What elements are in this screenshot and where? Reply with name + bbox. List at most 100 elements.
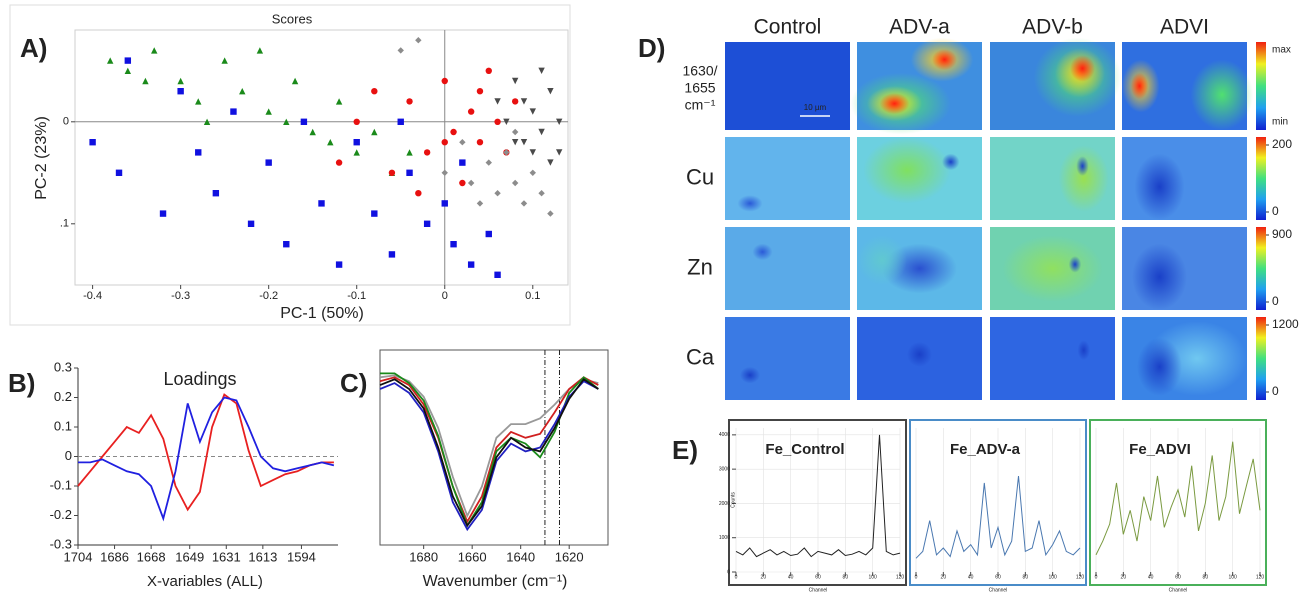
x-tick-label: 60 <box>995 574 1001 580</box>
point <box>476 200 484 207</box>
point <box>415 37 422 44</box>
x-tick-label: 1704 <box>64 549 93 564</box>
x-tick-label: 60 <box>1175 574 1181 580</box>
point <box>247 220 255 227</box>
point <box>212 190 220 197</box>
x-tick-label: 0 <box>1095 574 1098 580</box>
point <box>494 118 501 126</box>
series-line <box>379 380 599 532</box>
point <box>441 169 448 176</box>
point <box>195 149 202 156</box>
point <box>353 139 360 146</box>
point <box>494 98 501 105</box>
point <box>415 190 422 197</box>
point <box>397 47 404 54</box>
point <box>441 139 448 146</box>
point <box>327 139 334 146</box>
point <box>124 57 132 64</box>
y-tick-label: 0.1 <box>54 418 72 433</box>
point <box>511 139 519 146</box>
point <box>283 241 290 248</box>
point <box>538 128 545 136</box>
colorbar-label: 0 <box>1272 204 1279 218</box>
point <box>511 77 519 85</box>
column-header: ADVI <box>1160 16 1209 39</box>
point <box>547 88 554 95</box>
point <box>151 47 158 54</box>
chart-title: Fe_ADVI <box>1129 441 1191 458</box>
point <box>142 77 149 85</box>
x-tick-label: 20 <box>1121 574 1127 580</box>
x-tick-label: -0.3 <box>171 290 190 302</box>
x-tick-label: 0 <box>915 574 918 580</box>
point <box>555 149 563 156</box>
x-tick-label: 80 <box>843 574 849 580</box>
map-feature <box>1058 145 1109 212</box>
x-tick-label: 1640 <box>506 549 535 564</box>
x-axis-label: PC-1 (50%) <box>280 305 364 322</box>
point <box>335 98 343 105</box>
y-tick-label: 4000 <box>719 432 730 438</box>
point <box>300 118 308 125</box>
point <box>388 169 396 176</box>
x-tick-label: 120 <box>1256 574 1265 580</box>
row-label: Ca <box>686 344 715 369</box>
colorbar-label: 0 <box>1272 294 1279 308</box>
point <box>503 118 510 125</box>
x-tick-label: 80 <box>1023 574 1029 580</box>
map-feature <box>907 341 932 367</box>
x-tick-label: 20 <box>761 574 767 580</box>
point <box>538 190 545 197</box>
x-axis-label: Channel <box>809 587 828 593</box>
point <box>371 210 378 217</box>
scale-bar-label: 10 µm <box>804 103 827 112</box>
y-axis-label: PC-2 (23%) <box>33 116 50 200</box>
x-tick-label: 1660 <box>458 549 487 564</box>
x-tick-label: -0.1 <box>347 290 366 302</box>
point <box>494 271 501 278</box>
point <box>511 179 519 187</box>
map-feature <box>1070 55 1095 82</box>
point <box>177 77 184 85</box>
x-tick-label: 120 <box>1076 574 1085 580</box>
point <box>511 98 519 105</box>
point <box>467 179 475 187</box>
point <box>256 47 264 54</box>
point <box>547 210 554 217</box>
point <box>353 149 360 156</box>
point <box>538 67 545 74</box>
point <box>485 230 492 238</box>
y-tick-label: 0.2 <box>54 389 72 404</box>
point <box>309 128 316 136</box>
series-line <box>379 374 599 519</box>
point <box>107 57 114 64</box>
x-tick-label: -0.2 <box>259 290 278 302</box>
map-feature <box>737 195 763 212</box>
colorbar <box>1256 227 1266 310</box>
chart-title: Scores <box>272 11 313 26</box>
map-feature <box>932 49 957 71</box>
colorbar <box>1256 42 1266 130</box>
x-tick-label: 1686 <box>100 549 129 564</box>
x-tick-label: 100 <box>1048 574 1057 580</box>
y-tick-label: -0.3 <box>50 536 72 551</box>
column-header: ADV-b <box>1022 16 1083 39</box>
chart-title: Fe_Control <box>765 441 844 458</box>
point <box>485 159 492 166</box>
point <box>467 108 475 115</box>
point <box>124 67 132 74</box>
map-feature <box>1134 153 1185 220</box>
plot-frame <box>379 349 609 546</box>
map-feature <box>1130 72 1149 100</box>
series-line <box>78 396 335 522</box>
point <box>335 159 343 166</box>
y-tick-label: -0.1 <box>50 477 72 492</box>
colorbar <box>1256 137 1266 220</box>
x-tick-label: 100 <box>1228 574 1237 580</box>
point <box>503 149 510 156</box>
panel-label: C) <box>340 368 367 398</box>
point <box>388 251 396 258</box>
map-feature <box>1076 156 1089 177</box>
map-feature <box>1132 243 1187 310</box>
point <box>195 98 202 105</box>
